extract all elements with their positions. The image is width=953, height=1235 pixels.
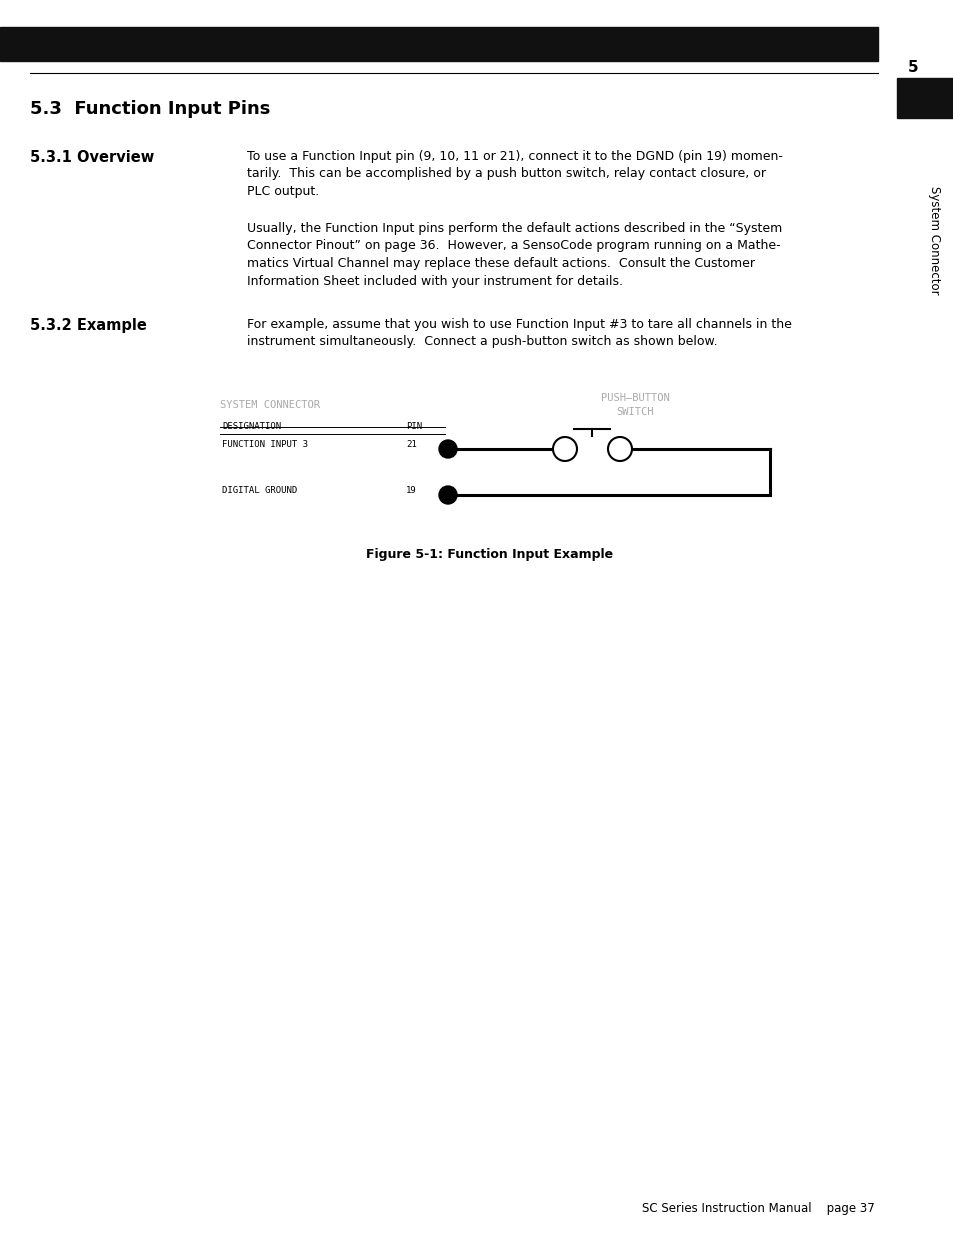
- Text: System Connector: System Connector: [927, 185, 941, 294]
- Text: DIGITAL GROUND: DIGITAL GROUND: [222, 487, 297, 495]
- Text: SC Series Instruction Manual    page 37: SC Series Instruction Manual page 37: [641, 1202, 874, 1215]
- Circle shape: [553, 437, 577, 461]
- Text: PUSH–BUTTON: PUSH–BUTTON: [600, 393, 669, 403]
- Text: SWITCH: SWITCH: [616, 408, 653, 417]
- Circle shape: [438, 440, 456, 458]
- Bar: [896, 78, 953, 119]
- Text: 5.3.2 Example: 5.3.2 Example: [30, 317, 147, 333]
- Circle shape: [607, 437, 631, 461]
- Text: 5.3.1 Overview: 5.3.1 Overview: [30, 149, 154, 165]
- Circle shape: [438, 487, 456, 504]
- Text: Figure 5-1: Function Input Example: Figure 5-1: Function Input Example: [366, 548, 613, 561]
- Text: 5.3  Function Input Pins: 5.3 Function Input Pins: [30, 100, 270, 119]
- Text: 5: 5: [906, 61, 918, 75]
- Text: To use a Function Input pin (9, 10, 11 or 21), connect it to the DGND (pin 19) m: To use a Function Input pin (9, 10, 11 o…: [247, 149, 782, 198]
- Text: FUNCTION INPUT 3: FUNCTION INPUT 3: [222, 440, 308, 450]
- Text: 19: 19: [406, 487, 416, 495]
- Bar: [0, 27, 877, 61]
- Text: Usually, the Function Input pins perform the default actions described in the “S: Usually, the Function Input pins perform…: [247, 222, 781, 288]
- Text: PIN: PIN: [406, 422, 421, 431]
- Text: 21: 21: [406, 440, 416, 450]
- Text: For example, assume that you wish to use Function Input #3 to tare all channels : For example, assume that you wish to use…: [247, 317, 791, 348]
- Text: DESIGNATION: DESIGNATION: [222, 422, 281, 431]
- Text: SYSTEM CONNECTOR: SYSTEM CONNECTOR: [220, 400, 319, 410]
